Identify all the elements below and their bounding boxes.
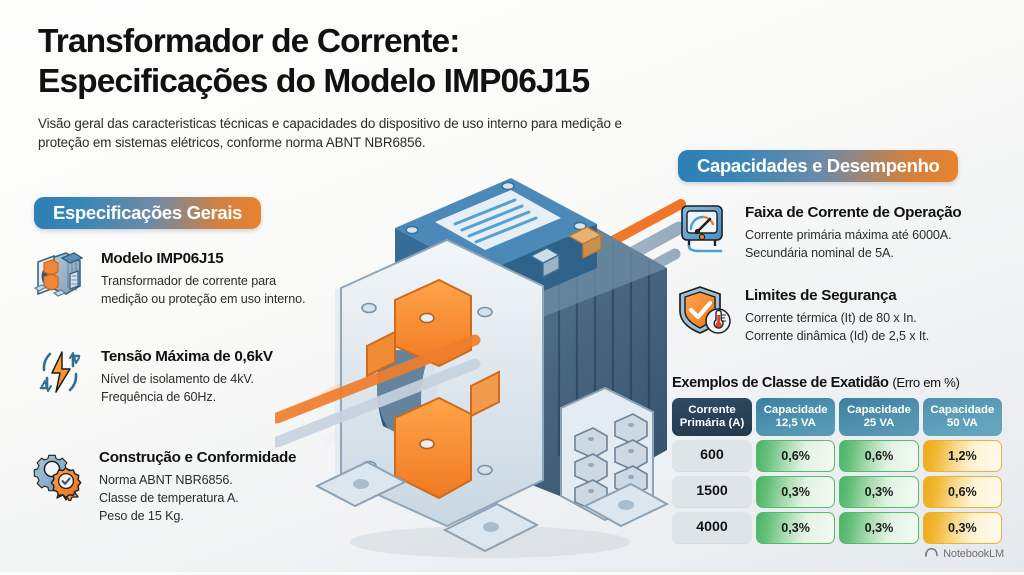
feature-body: Corrente primária máxima até 6000A. Secu…	[745, 228, 952, 261]
value-text: 0,3%	[864, 484, 894, 499]
table-row: 1500 0,3% 0,3% 0,6%	[672, 476, 1002, 508]
value-text: 0,6%	[947, 484, 977, 499]
table-title-suffix: (Erro em %)	[892, 375, 960, 390]
lightning-bolt-icon	[32, 344, 88, 400]
feature-title: Construção e Conformidade	[99, 449, 297, 466]
feature-title: Limites de Segurança	[745, 287, 897, 304]
feature-title: Modelo IMP06J15	[101, 250, 224, 267]
feature-body: Corrente térmica (It) de 80 x In. Corren…	[745, 311, 930, 344]
table-row-label: 4000	[672, 512, 752, 544]
table-grid: Corrente Primária (A) Capacidade 12,5 VA…	[672, 398, 1002, 544]
table-header-primary-current: Corrente Primária (A)	[672, 398, 752, 436]
feature-construction: Construção e Conformidade Norma ABNT NBR…	[30, 445, 296, 526]
table-header-capacity-1: Capacidade 12,5 VA	[756, 398, 836, 436]
feature-body: Nível de isolamento de 4kV. Frequência d…	[101, 372, 254, 405]
table-cell-value: 0,3%	[839, 476, 919, 508]
page-title: Transformador de Corrente: Especificaçõe…	[38, 22, 678, 101]
value-text: 0,6%	[864, 448, 894, 463]
section-pill-capacity-performance: Capacidades e Desempenho	[678, 150, 959, 182]
table-header-capacity-3: Capacidade 50 VA	[922, 398, 1002, 436]
gear-certificate-icon	[30, 445, 86, 503]
current-transformer-icon	[32, 246, 88, 302]
page-header: Transformador de Corrente: Especificaçõe…	[38, 22, 678, 152]
table-cell-value: 1,2%	[922, 440, 1002, 472]
notebooklm-watermark: NotebookLM	[925, 547, 1004, 561]
isometric-current-transformer-illustration	[271, 150, 695, 570]
feature-current-range: Faixa de Corrente de Operação Corrente p…	[676, 200, 962, 263]
shield-thermometer-icon	[676, 283, 732, 339]
feature-model: Modelo IMP06J15 Transformador de corrent…	[32, 246, 306, 309]
title-line-2: Especificações do Modelo IMP06J15	[38, 62, 590, 100]
table-row: 4000 0,3% 0,3% 0,3%	[672, 512, 1002, 544]
table-row-label: 1500	[672, 476, 752, 508]
table-cell-value: 0,3%	[839, 512, 919, 544]
table-row: 600 0,6% 0,6% 1,2%	[672, 440, 1002, 472]
value-text: 0,3%	[864, 520, 894, 535]
accuracy-class-table: Exemplos de Classe de Exatidão (Erro em …	[672, 375, 1002, 544]
page-subtitle: Visão geral das caracteristicas técnicas…	[38, 116, 622, 151]
table-row-label: 600	[672, 440, 752, 472]
table-cell-value: 0,6%	[922, 476, 1002, 508]
table-cell-value: 0,3%	[756, 476, 836, 508]
table-header-row: Corrente Primária (A) Capacidade 12,5 VA…	[672, 398, 1002, 436]
feature-body: Norma ABNT NBR6856. Classe de temperatur…	[99, 473, 239, 523]
title-line-1: Transformador de Corrente:	[38, 23, 460, 60]
feature-body: Transformador de corrente para medição o…	[101, 274, 306, 307]
feature-safety-limits: Limites de Segurança Corrente térmica (I…	[676, 283, 929, 346]
table-cell-value: 0,3%	[756, 512, 836, 544]
value-text: 0,3%	[781, 520, 811, 535]
notebooklm-logo-icon	[925, 547, 938, 561]
notebooklm-label: NotebookLM	[943, 548, 1004, 560]
table-title-main: Exemplos de Classe de Exatidão	[672, 375, 889, 391]
table-cell-value: 0,3%	[922, 512, 1002, 544]
table-title: Exemplos de Classe de Exatidão (Erro em …	[672, 375, 1002, 391]
ammeter-gauge-icon	[676, 200, 732, 256]
value-text: 0,6%	[781, 448, 811, 463]
value-text: 1,2%	[947, 448, 977, 463]
table-cell-value: 0,6%	[756, 440, 836, 472]
section-pill-general-specs: Especificações Gerais	[34, 197, 262, 229]
feature-title: Faixa de Corrente de Operação	[745, 204, 962, 221]
table-header-capacity-2: Capacidade 25 VA	[839, 398, 919, 436]
value-text: 0,3%	[947, 520, 977, 535]
table-cell-value: 0,6%	[839, 440, 919, 472]
feature-max-voltage: Tensão Máxima de 0,6kV Nível de isolamen…	[32, 344, 273, 407]
value-text: 0,3%	[781, 484, 811, 499]
feature-title: Tensão Máxima de 0,6kV	[101, 348, 273, 365]
